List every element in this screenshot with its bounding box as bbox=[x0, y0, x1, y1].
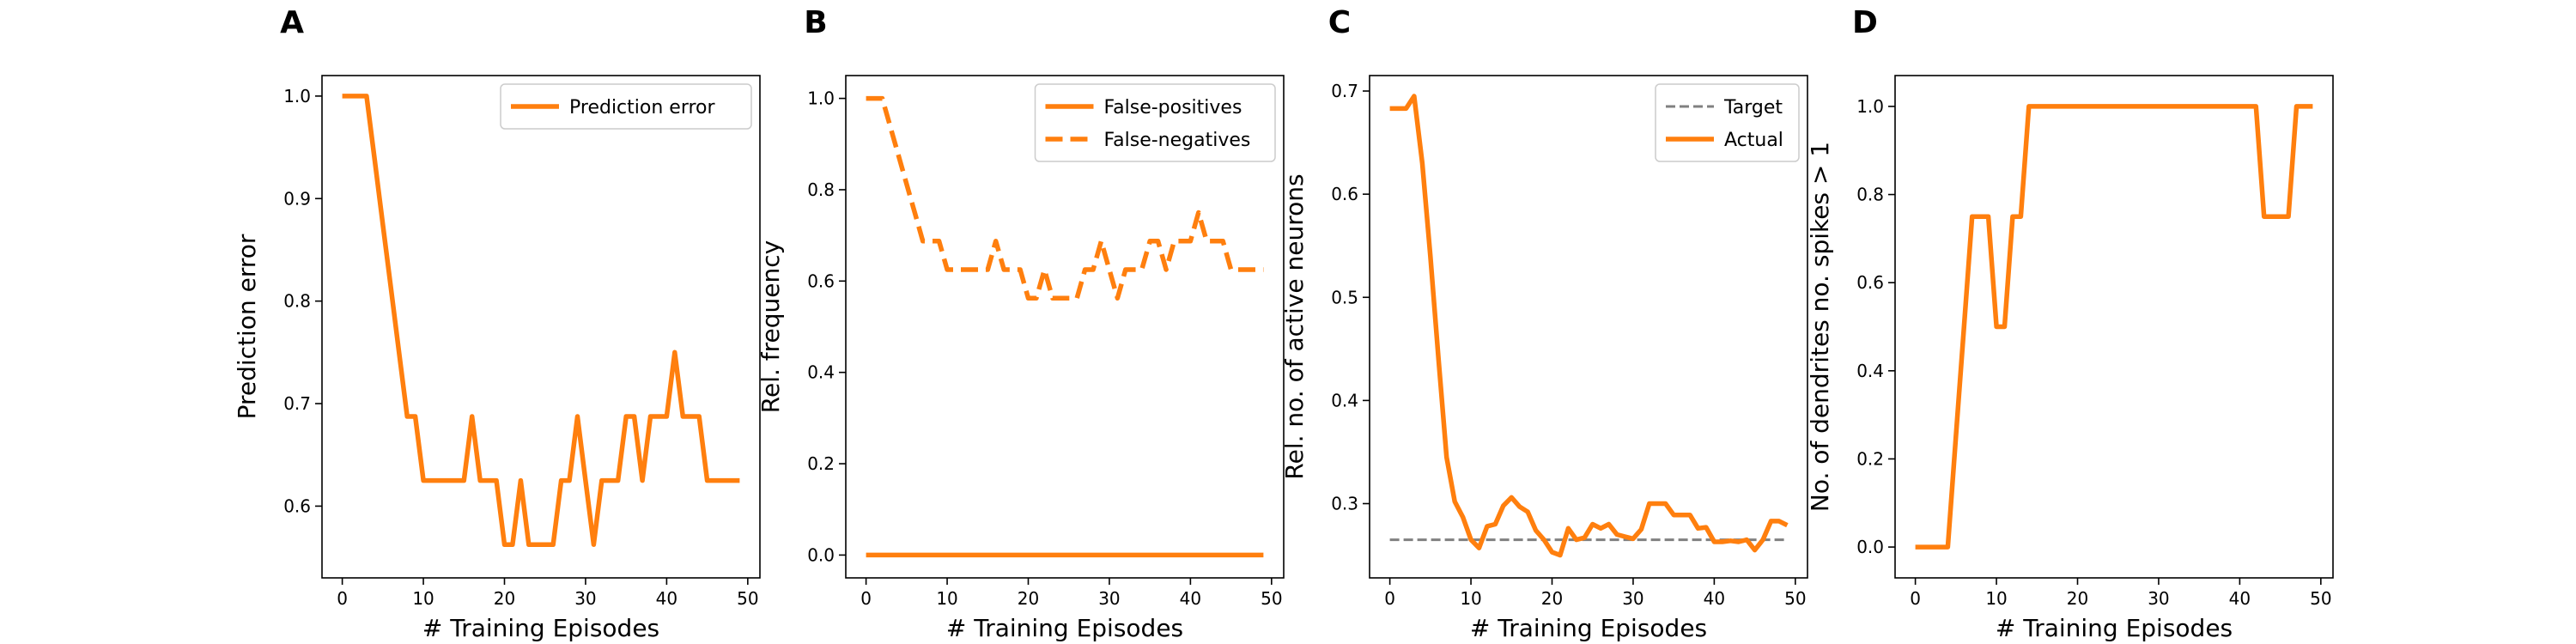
x-tick-label: 10 bbox=[1985, 588, 2007, 609]
y-tick-label: 0.9 bbox=[283, 188, 311, 209]
x-tick-label: 20 bbox=[2067, 588, 2088, 609]
plot-frame bbox=[1369, 75, 1808, 579]
y-tick-label: 0.0 bbox=[1856, 537, 1884, 557]
legend-box bbox=[1655, 83, 1800, 162]
panel-d: D 0 10 20 30 40 50 0.0 0.2 0.4 0.6 0.8 1.0 # Training… bbox=[1806, 5, 2334, 642]
y-tick-label: 0.4 bbox=[807, 362, 835, 383]
plot-frame bbox=[845, 75, 1285, 579]
legend: Prediction error bbox=[500, 83, 752, 130]
x-tick-label: 30 bbox=[574, 588, 596, 609]
y-axis-label: No. of dendrites no. spikes > 1 bbox=[1806, 142, 1834, 512]
y-tick-label: 0.6 bbox=[1331, 184, 1358, 204]
y-tick-label: 0.8 bbox=[1856, 185, 1884, 205]
x-tick-label: 50 bbox=[2310, 588, 2331, 609]
y-tick-label: 0.5 bbox=[1331, 287, 1358, 307]
series-line-prediction-error bbox=[342, 94, 740, 547]
y-tick-label: 0.6 bbox=[283, 495, 311, 516]
x-tick-label: 20 bbox=[494, 588, 515, 609]
y-tick-label: 0.7 bbox=[1331, 81, 1358, 101]
plot-frame bbox=[321, 75, 761, 579]
legend-label: Prediction error bbox=[569, 97, 715, 118]
legend-label: False-positives bbox=[1104, 97, 1242, 118]
series-line-false-negatives bbox=[866, 95, 1264, 301]
x-tick-label: 10 bbox=[936, 588, 957, 609]
y-tick-label: 0.2 bbox=[1856, 448, 1884, 469]
x-tick-label: 50 bbox=[1784, 588, 1806, 609]
y-tick-label: 0.6 bbox=[1856, 272, 1884, 293]
x-tick-label: 0 bbox=[1910, 588, 1921, 609]
y-axis-label: Rel. frequency bbox=[756, 240, 785, 413]
x-tick-label: 40 bbox=[2229, 588, 2251, 609]
y-tick-label: 0.8 bbox=[807, 179, 835, 200]
legend: Target Actual bbox=[1655, 83, 1800, 162]
x-tick-label: 0 bbox=[337, 588, 348, 609]
y-tick-label: 0.6 bbox=[807, 270, 835, 291]
y-tick-label: 0.0 bbox=[807, 544, 835, 565]
y-tick-label: 0.7 bbox=[283, 393, 311, 414]
y-tick-label: 0.4 bbox=[1856, 361, 1884, 381]
x-tick-label: 20 bbox=[1018, 588, 1039, 609]
legend-label: Actual bbox=[1724, 130, 1783, 151]
x-axis-label: # Training Episodes bbox=[1470, 614, 1707, 642]
x-tick-label: 10 bbox=[412, 588, 434, 609]
x-tick-label: 10 bbox=[1460, 588, 1481, 609]
x-axis-label: # Training Episodes bbox=[946, 614, 1183, 642]
panel-c: C 0 10 20 30 40 50 0.3 0.4 0.5 0.6 0.7 # Training Ep… bbox=[1280, 5, 1808, 642]
panel-letter: A bbox=[280, 5, 304, 40]
panel-letter: B bbox=[804, 5, 827, 40]
x-tick-label: 0 bbox=[1384, 588, 1395, 609]
panel-a: A 0 10 20 30 40 50 0.6 0.7 0.8 0.9 1.0 # Training Ep… bbox=[233, 5, 761, 642]
x-tick-label: 40 bbox=[1180, 588, 1201, 609]
y-tick-label: 1.0 bbox=[283, 86, 311, 106]
x-tick-label: 40 bbox=[1704, 588, 1725, 609]
series-line bbox=[1915, 104, 2313, 550]
y-tick-label: 0.3 bbox=[1331, 494, 1358, 514]
x-axis-label: # Training Episodes bbox=[422, 614, 659, 642]
y-tick-label: 0.2 bbox=[807, 453, 835, 474]
y-axis-label: Prediction error bbox=[233, 234, 261, 419]
x-tick-label: 30 bbox=[2148, 588, 2169, 609]
legend-label: Target bbox=[1723, 97, 1783, 118]
y-tick-label: 1.0 bbox=[807, 88, 835, 109]
panel-letter: C bbox=[1328, 5, 1351, 40]
plot-frame bbox=[1894, 75, 2334, 579]
y-tick-label: 0.8 bbox=[283, 291, 311, 312]
x-tick-label: 0 bbox=[860, 588, 872, 609]
x-tick-label: 40 bbox=[656, 588, 677, 609]
legend-box bbox=[1034, 83, 1276, 162]
y-axis-label: Rel. no. of active neurons bbox=[1280, 173, 1309, 479]
x-tick-label: 50 bbox=[1261, 588, 1282, 609]
panel-letter: D bbox=[1852, 5, 1878, 40]
x-tick-label: 20 bbox=[1541, 588, 1563, 609]
y-tick-label: 1.0 bbox=[1856, 96, 1884, 117]
series-line-actual bbox=[1389, 94, 1789, 558]
legend-label: False-negatives bbox=[1104, 130, 1251, 151]
legend-box bbox=[500, 83, 752, 130]
x-tick-label: 50 bbox=[737, 588, 758, 609]
y-tick-label: 0.4 bbox=[1331, 390, 1358, 410]
x-axis-label: # Training Episodes bbox=[1996, 614, 2233, 642]
panel-b: B 0 10 20 30 40 50 0.0 0.2 0.4 0.6 0.8 1.0 # Training… bbox=[756, 5, 1285, 642]
x-tick-label: 30 bbox=[1622, 588, 1643, 609]
legend: False-positives False-negatives bbox=[1034, 83, 1276, 162]
x-tick-label: 30 bbox=[1098, 588, 1120, 609]
